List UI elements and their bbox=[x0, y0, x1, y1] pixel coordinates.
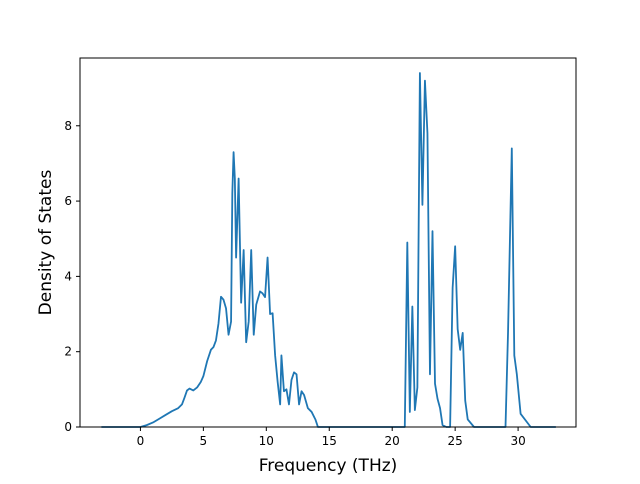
y-tick-label: 6 bbox=[64, 194, 72, 208]
y-tick-label: 8 bbox=[64, 119, 72, 133]
x-tick-label: 20 bbox=[385, 434, 400, 448]
axes-frame bbox=[79, 57, 577, 428]
x-tick-label: 15 bbox=[322, 434, 337, 448]
dos-series-line bbox=[101, 72, 556, 428]
x-axis-ticks: 0 5 10 15 20 25 30 bbox=[137, 427, 526, 448]
y-tick-label: 2 bbox=[64, 345, 72, 359]
x-axis-label: Frequency (THz) bbox=[259, 456, 398, 476]
x-tick-label: 0 bbox=[137, 434, 145, 448]
y-axis-label: Density of States bbox=[36, 170, 56, 316]
x-tick-label: 25 bbox=[448, 434, 463, 448]
x-tick-label: 10 bbox=[259, 434, 274, 448]
y-tick-label: 4 bbox=[64, 269, 72, 283]
plot-area bbox=[101, 72, 556, 428]
y-tick-label: 0 bbox=[64, 420, 72, 434]
y-axis-ticks: 0 2 4 6 8 bbox=[64, 119, 80, 434]
x-tick-label: 5 bbox=[200, 434, 208, 448]
x-tick-label: 30 bbox=[510, 434, 525, 448]
